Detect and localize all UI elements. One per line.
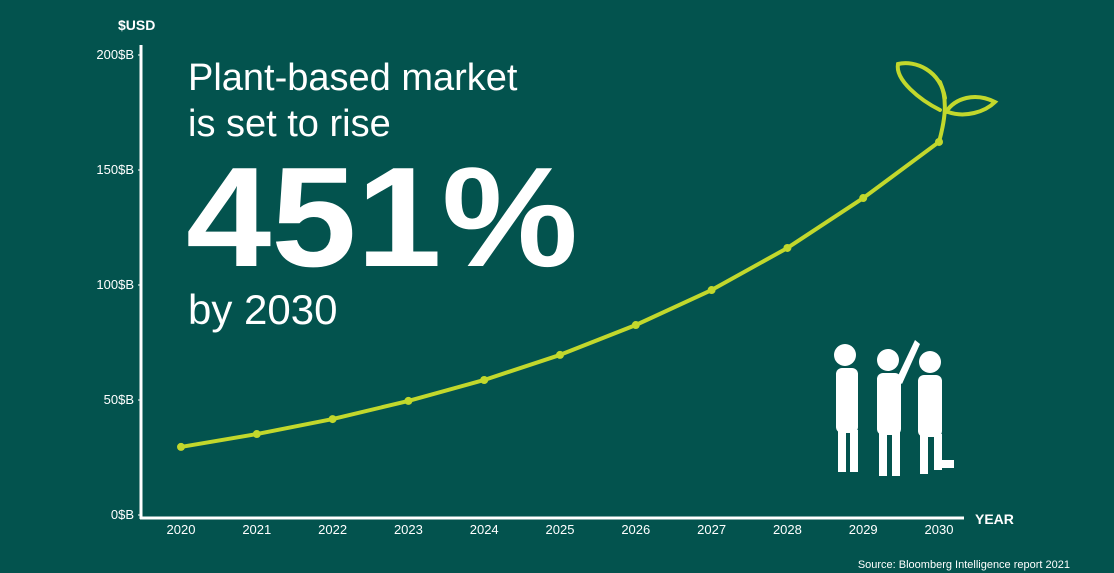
data-point bbox=[480, 375, 489, 384]
data-point bbox=[404, 396, 413, 405]
x-tick-label: 2027 bbox=[697, 522, 726, 537]
x-tick-label: 2030 bbox=[925, 522, 954, 537]
y-tick-label: 200$B bbox=[96, 47, 134, 62]
data-point bbox=[783, 243, 792, 252]
x-tick-label: 2024 bbox=[470, 522, 499, 537]
y-tick-label: 50$B bbox=[104, 392, 134, 407]
x-tick-label: 2023 bbox=[394, 522, 423, 537]
data-point bbox=[859, 194, 868, 203]
y-tick-label: 0$B bbox=[111, 507, 134, 522]
x-tick-label: 2029 bbox=[849, 522, 878, 537]
data-point bbox=[935, 137, 943, 146]
x-tick-label: 2026 bbox=[621, 522, 650, 537]
data-point bbox=[328, 415, 337, 424]
x-tick-label: 2025 bbox=[546, 522, 575, 537]
x-tick-label: 2022 bbox=[318, 522, 347, 537]
data-point bbox=[631, 321, 640, 330]
children-silhouette bbox=[834, 340, 954, 476]
y-axis-label: $USD bbox=[118, 17, 155, 33]
x-tick-label: 2028 bbox=[773, 522, 802, 537]
data-point bbox=[707, 286, 716, 295]
source: Source: Bloomberg Intelligence report 20… bbox=[858, 559, 1070, 571]
y-tick-label: 150$B bbox=[96, 162, 134, 177]
x-axis-label: YEAR bbox=[975, 511, 1014, 527]
data-point bbox=[556, 350, 564, 359]
x-tick-label: 2020 bbox=[167, 522, 196, 537]
headline: is set to rise bbox=[188, 103, 391, 145]
big-number: 451% bbox=[186, 138, 578, 297]
y-tick-label: 100$B bbox=[96, 277, 134, 292]
headline: by 2030 bbox=[188, 286, 337, 333]
data-point bbox=[177, 442, 185, 451]
sprout bbox=[895, 61, 999, 144]
data-point bbox=[252, 430, 261, 439]
x-tick-label: 2021 bbox=[242, 522, 271, 537]
headline: Plant-based market bbox=[188, 57, 518, 99]
